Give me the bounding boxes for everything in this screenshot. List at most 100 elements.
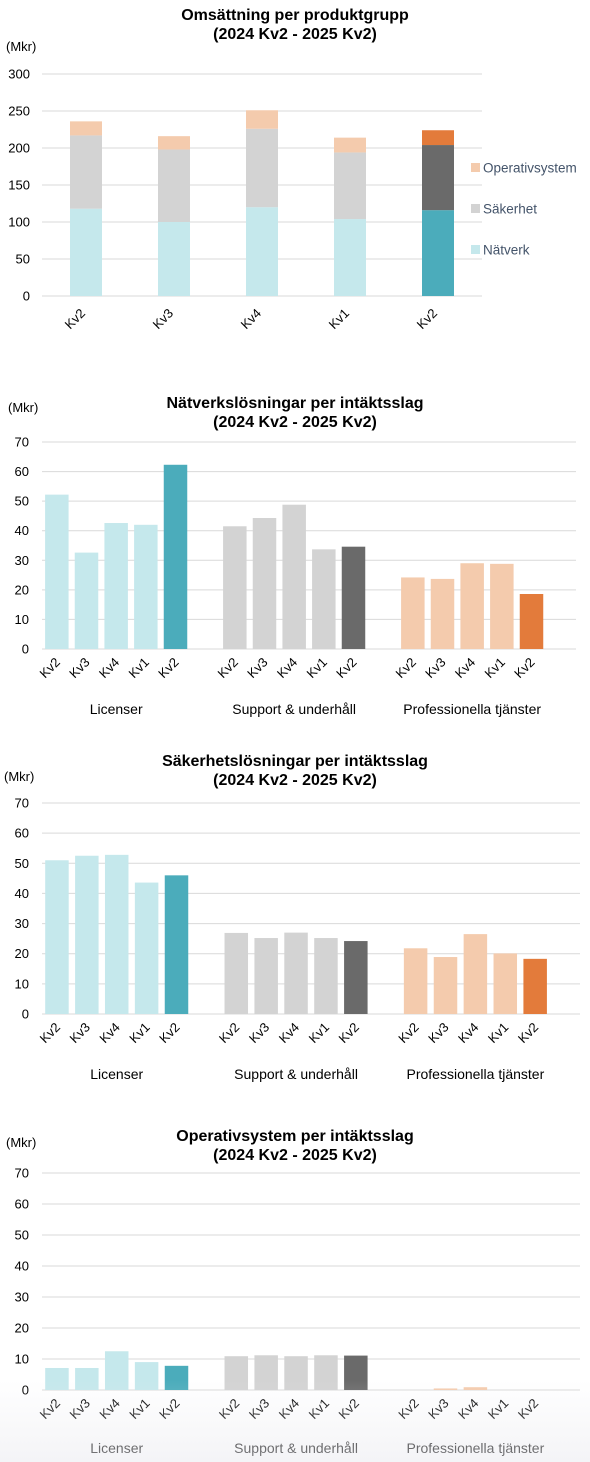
bar	[134, 524, 158, 649]
bar	[134, 882, 159, 1014]
chart-plot: 0 50 100 150 200 250 300 Kv2 Kv3 Kv4 Kv1 Kv2 Operati…	[8, 67, 576, 332]
bar-segment	[422, 210, 454, 296]
bar	[401, 577, 425, 649]
x-tick-label: Kv2	[515, 1396, 541, 1422]
x-tick-label: Kv2	[395, 1396, 421, 1422]
y-tick-label: 50	[16, 252, 30, 267]
y-tick-label: 150	[8, 178, 30, 193]
x-tick-label: Kv2	[414, 306, 440, 332]
bar	[134, 1362, 159, 1390]
x-tick-label: Kv4	[276, 1396, 302, 1422]
bar	[433, 1388, 458, 1390]
x-tick-label: Kv1	[126, 1020, 152, 1046]
x-tick-label: Kv1	[485, 1020, 511, 1046]
y-unit-label: (Mkr)	[4, 769, 35, 784]
chart-title-line2: (2024 Kv2 - 2025 Kv2)	[213, 772, 377, 789]
bar	[519, 593, 544, 649]
x-tick-label: Kv1	[126, 1396, 152, 1422]
bar	[490, 563, 514, 649]
bar-segment	[334, 137, 366, 153]
x-tick-label: Kv1	[306, 1396, 332, 1422]
chart-operativsystem: Operativsystem per intäktsslag (2024 Kv2…	[0, 1120, 590, 1462]
y-tick-label: 60	[15, 1197, 29, 1212]
x-tick-label: Kv1	[304, 655, 330, 681]
bar	[75, 855, 99, 1014]
y-tick-label: 60	[15, 826, 29, 841]
chart-title-line2: (2024 Kv2 - 2025 Kv2)	[213, 1147, 377, 1164]
x-tick-label: Kv4	[452, 655, 478, 681]
group-label: Licenser	[90, 1066, 143, 1082]
y-unit-label: (Mkr)	[6, 1135, 37, 1150]
chart-title-line1: Säkerhetslösningar per intäktsslag	[162, 753, 428, 770]
x-tick-label: Kv2	[62, 306, 88, 332]
bar-segment	[70, 121, 102, 136]
x-tick-label: Kv1	[485, 1396, 511, 1422]
y-tick-label: 10	[15, 612, 29, 627]
bar	[344, 941, 368, 1014]
x-tick-label: Kv1	[126, 655, 152, 681]
y-tick-label: 200	[8, 141, 30, 156]
bar	[403, 948, 428, 1014]
bar-segment	[246, 128, 278, 208]
x-tick-label: Kv1	[326, 306, 352, 332]
y-tick-label: 40	[15, 886, 29, 901]
x-tick-label: Kv4	[274, 655, 300, 681]
bar	[224, 932, 249, 1014]
bar	[430, 578, 455, 649]
x-tick-label: Kv2	[336, 1020, 362, 1046]
x-tick-label: Kv2	[37, 655, 63, 681]
y-tick-label: 50	[15, 856, 29, 871]
y-tick-label: 0	[23, 289, 30, 304]
x-tick-label: Kv3	[150, 306, 176, 332]
bar	[344, 1355, 368, 1390]
y-tick-label: 250	[8, 104, 30, 119]
y-tick-label: 0	[22, 1007, 29, 1022]
x-tick-label: Kv3	[66, 655, 92, 681]
x-tick-label: Kv3	[244, 655, 270, 681]
x-tick-label: Kv2	[156, 1396, 182, 1422]
x-tick-label: Kv3	[246, 1396, 272, 1422]
bar	[164, 1365, 189, 1390]
y-tick-label: 40	[15, 1259, 29, 1274]
x-tick-label: Kv4	[455, 1396, 481, 1422]
x-tick-label: Kv2	[336, 1396, 362, 1422]
x-tick-label: Kv2	[395, 1020, 421, 1046]
x-tick-label: Kv2	[37, 1396, 63, 1422]
x-tick-label: Kv1	[306, 1020, 332, 1046]
y-tick-label: 30	[15, 916, 29, 931]
bar-segment	[158, 136, 190, 150]
group-label: Support & underhåll	[234, 1066, 358, 1082]
y-tick-label: 60	[15, 464, 29, 479]
y-tick-label: 70	[15, 796, 29, 811]
bar	[523, 958, 547, 1014]
bar	[104, 854, 129, 1014]
x-tick-label: Kv2	[37, 1020, 63, 1046]
legend-swatch	[471, 204, 480, 213]
legend-label: Säkerhet	[483, 202, 537, 217]
x-tick-label: Kv3	[67, 1396, 93, 1422]
group-label: Licenser	[90, 701, 143, 717]
bar-segment	[70, 208, 102, 296]
y-tick-label: 30	[15, 1290, 29, 1305]
x-tick-label: Kv2	[215, 655, 241, 681]
legend-swatch	[471, 245, 480, 254]
x-tick-label: Kv2	[216, 1020, 242, 1046]
bar	[254, 938, 278, 1014]
x-tick-label: Kv4	[96, 1396, 122, 1422]
y-tick-label: 10	[15, 976, 29, 991]
x-tick-label: Kv2	[216, 1396, 242, 1422]
bar	[460, 563, 484, 649]
bar	[75, 1367, 99, 1390]
y-tick-label: 70	[15, 435, 29, 450]
x-tick-label: Kv4	[455, 1020, 481, 1046]
x-tick-label: Kv3	[67, 1020, 93, 1046]
y-tick-label: 10	[15, 1352, 29, 1367]
chart-title-line2: (2024 Kv2 - 2025 Kv2)	[213, 414, 377, 431]
bar	[312, 549, 336, 649]
y-unit-label: (Mkr)	[6, 39, 37, 54]
bar-segment	[422, 145, 454, 211]
bar-segment	[158, 222, 190, 296]
bar	[463, 934, 488, 1014]
bar-segment	[246, 110, 278, 129]
